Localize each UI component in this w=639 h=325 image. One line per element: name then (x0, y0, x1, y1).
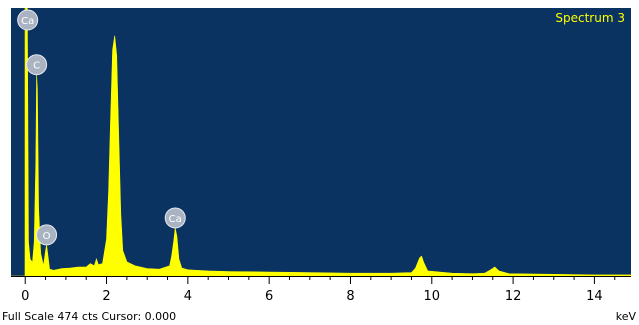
peak-badge-circle (17, 9, 39, 31)
x-axis: 0 2 4 6 8 10 12 14 (11, 276, 631, 304)
peak-badge-c: C (26, 54, 48, 76)
spectrum-layer (11, 7, 632, 277)
chart-title: Spectrum 3 (555, 11, 625, 25)
peak-badge-label: C (33, 61, 40, 72)
peak-badge-ca: Ca (17, 9, 39, 31)
peak-badge-ca: Ca (164, 207, 186, 229)
x-tick-label: 6 (265, 289, 273, 304)
peak-badge-label: Ca (21, 16, 34, 27)
peak-badge-label: Ca (169, 214, 182, 225)
x-tick-label: 8 (346, 289, 354, 304)
spectrum-trace (11, 7, 632, 277)
x-tick-label: 14 (586, 289, 603, 304)
x-tick-label: 2 (102, 289, 110, 304)
x-tick-label: 12 (505, 289, 522, 304)
peak-badge-circle (36, 224, 58, 246)
x-tick-label: 0 (21, 289, 29, 304)
peak-badge-circle (26, 54, 48, 76)
full-scale-readout: Full Scale 474 cts Cursor: 0.000 (2, 310, 176, 323)
peak-badge-circle (164, 207, 186, 229)
unit-label: keV (616, 310, 637, 323)
peak-badge-layer: Ca C O Ca (17, 9, 186, 246)
peak-badge-label: O (43, 231, 51, 242)
plot-area (11, 8, 631, 276)
x-tick-label: 4 (184, 289, 192, 304)
x-tick-label: 10 (424, 289, 441, 304)
peak-badge-o: O (36, 224, 58, 246)
